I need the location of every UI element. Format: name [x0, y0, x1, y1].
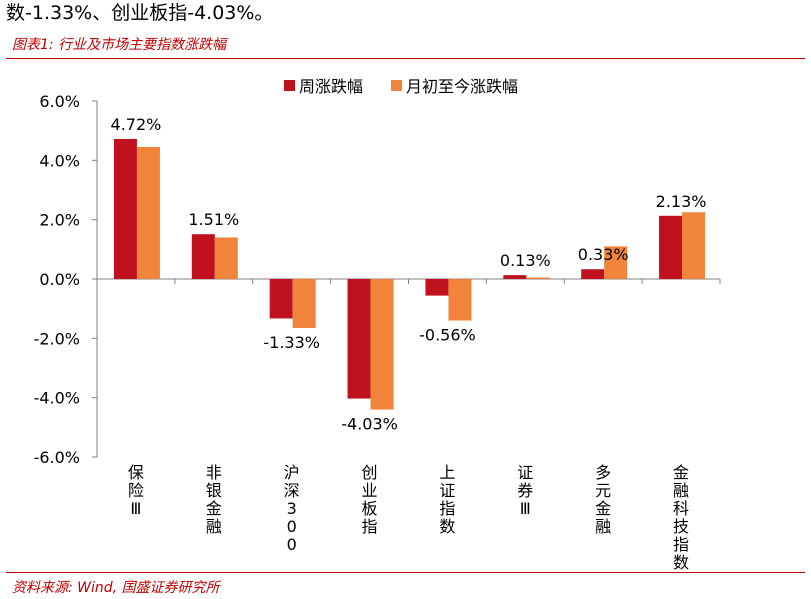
data-label: -0.56%: [419, 326, 476, 345]
category-label: 创业板指: [362, 463, 378, 536]
category-label: 非银金融: [206, 463, 222, 536]
bottom-divider: [6, 572, 805, 573]
bar-weekly: [425, 279, 449, 296]
category-label: 金融科技指数: [673, 463, 689, 572]
bar-monthly: [370, 279, 394, 410]
bar-monthly: [292, 279, 316, 328]
y-tick-label: -6.0%: [34, 448, 80, 467]
category-label: 保险 Ⅲ: [128, 463, 144, 518]
bar-monthly: [682, 212, 706, 279]
header-text: 数-1.33%、创业板指-4.03%。: [6, 2, 274, 24]
category-label: 沪深 3 0 0: [284, 463, 300, 554]
bar-weekly: [347, 279, 371, 399]
bar-monthly: [448, 279, 472, 321]
data-label: 0.13%: [500, 251, 551, 270]
legend-label-weekly: 周涨跌幅: [299, 77, 363, 96]
bar-weekly: [113, 138, 137, 279]
legend-swatch-weekly: [284, 80, 295, 91]
legend-swatch-monthly: [391, 80, 402, 91]
bar-weekly: [659, 215, 683, 279]
bar-weekly: [191, 234, 215, 279]
y-tick-label: 2.0%: [39, 211, 80, 230]
bar-monthly: [214, 237, 238, 279]
bar-weekly: [503, 275, 527, 279]
bar-weekly: [269, 279, 293, 319]
bar-monthly: [136, 146, 160, 279]
y-tick-label: -2.0%: [34, 329, 80, 348]
category-label: 证券 Ⅲ: [517, 463, 533, 518]
y-tick-label: 0.0%: [39, 270, 80, 289]
data-label: 4.72%: [111, 115, 162, 134]
bar-monthly: [604, 246, 628, 279]
top-divider: [6, 58, 805, 59]
data-label: 2.13%: [656, 192, 707, 211]
category-label: 上证指数: [439, 463, 455, 536]
bar-weekly: [581, 269, 605, 279]
source-note: 资料来源: Wind, 国盛证券研究所: [12, 580, 220, 596]
data-label: 1.51%: [188, 210, 239, 229]
data-label: -4.03%: [341, 415, 398, 434]
y-tick-label: -4.0%: [34, 389, 80, 408]
category-label: 多元金融: [595, 463, 611, 536]
y-tick-label: 4.0%: [39, 151, 80, 170]
figure-title: 图表1: 行业及市场主要指数涨跌幅: [12, 37, 227, 53]
data-label: 0.33%: [578, 245, 629, 264]
legend-label-monthly: 月初至今涨跌幅: [406, 77, 518, 96]
data-label: -1.33%: [263, 333, 320, 352]
bar-monthly: [526, 277, 550, 279]
y-tick-label: 6.0%: [39, 92, 80, 111]
